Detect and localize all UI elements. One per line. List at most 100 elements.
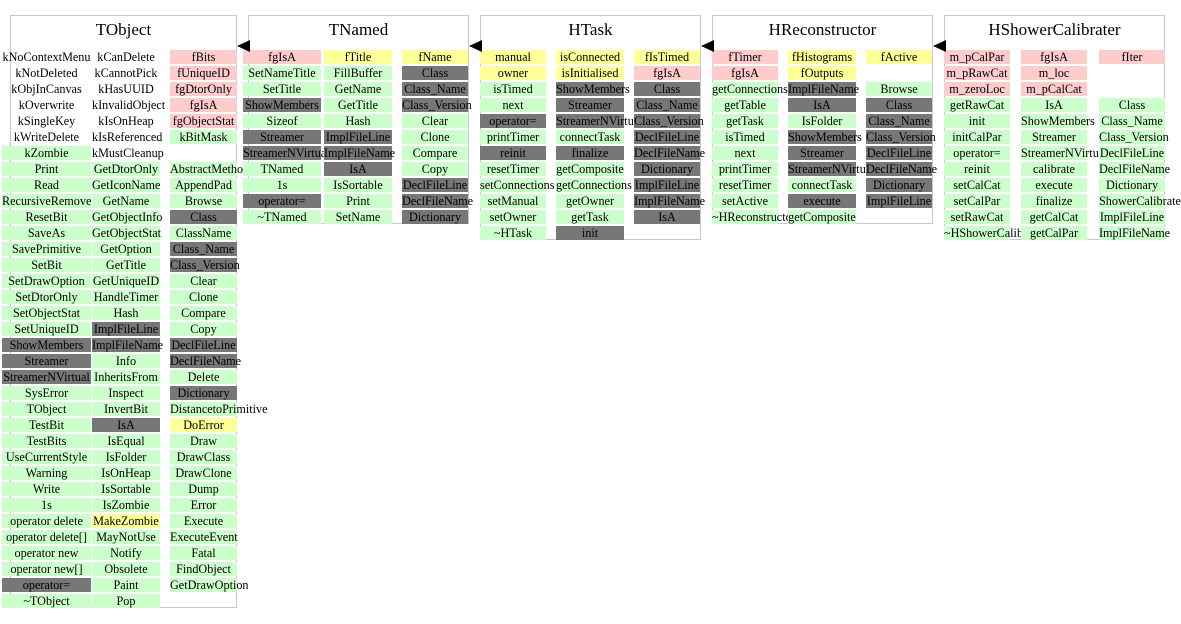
member-cell: kMustCleanup (92, 146, 164, 160)
member-cell: StreamerNVirtual (1021, 146, 1108, 160)
member-cell: Class (866, 98, 932, 112)
member-cell: IsZombie (92, 498, 160, 512)
member-cell: Dictionary (634, 162, 700, 176)
member-cell: operator= (480, 114, 546, 128)
member-cell: getComposite (788, 210, 856, 224)
member-cell: fgObjectStat (170, 114, 237, 128)
member-cell: Class_Name (170, 242, 237, 256)
member-cell: Class_Version (1099, 130, 1169, 144)
member-cell: fgIsA (170, 98, 237, 112)
member-cell: fOutputs (788, 66, 856, 80)
inheritance-arrow-icon (469, 40, 482, 52)
member-cell: getTable (712, 98, 778, 112)
member-cell: setConnections (480, 178, 555, 192)
member-cell: operator new (2, 546, 91, 560)
member-cell: Class_Name (866, 114, 932, 128)
member-cell: ImplFileName (1099, 226, 1171, 240)
member-cell: Dictionary (170, 386, 237, 400)
member-cell: UseCurrentStyle (2, 450, 91, 464)
member-cell: Clone (402, 130, 468, 144)
member-cell: Read (2, 178, 91, 192)
member-cell: ImplFileName (324, 146, 396, 160)
member-cell: Compare (170, 306, 237, 320)
member-cell: manual (480, 50, 546, 64)
member-cell: GetIconName (92, 178, 161, 192)
member-cell: DeclFileName (634, 146, 706, 160)
member-cell: fUniqueID (170, 66, 237, 80)
member-cell: connectTask (788, 178, 856, 192)
member-cell: operator= (243, 194, 321, 208)
member-cell: fName (402, 50, 468, 64)
inheritance-arrow-icon (237, 40, 250, 52)
member-cell: reinit (944, 162, 1010, 176)
member-cell: AppendPad (170, 178, 237, 192)
member-cell: Hash (324, 114, 392, 128)
member-cell: fIter (1099, 50, 1165, 64)
member-cell: MakeZombie (92, 514, 160, 528)
member-cell: StreamerNVirtual (788, 162, 875, 176)
member-cell: calibrate (1021, 162, 1087, 176)
member-cell: init (556, 226, 624, 240)
member-cell: ImplFileLine (92, 322, 160, 336)
member-cell: Streamer (2, 354, 91, 368)
member-cell: printTimer (712, 162, 778, 176)
member-cell: Notify (92, 546, 160, 560)
member-cell: fgIsA (243, 50, 321, 64)
member-cell: DeclFileName (170, 354, 242, 368)
member-cell: DistancetoPrimitive (170, 402, 268, 416)
member-cell: Draw (170, 434, 237, 448)
member-cell: kInvalidObject (92, 98, 166, 112)
member-cell: fHistograms (788, 50, 856, 64)
member-cell: Delete (170, 370, 237, 384)
member-cell: GetOption (92, 242, 160, 256)
member-cell: setActive (712, 194, 778, 208)
member-cell: operator= (944, 146, 1010, 160)
member-cell: Inspect (92, 386, 160, 400)
member-cell: ~HShowerCalibrater (944, 226, 1046, 240)
member-cell: kWriteDelete (13, 130, 80, 144)
member-cell: DrawClass (170, 450, 237, 464)
member-cell: m_pCalPar (944, 50, 1010, 64)
member-cell: kObjInCanvas (11, 82, 82, 96)
member-cell: kOverwrite (18, 98, 75, 112)
member-cell: Error (170, 498, 237, 512)
member-cell: Class_Version (866, 130, 936, 144)
member-cell: next (712, 146, 778, 160)
member-cell: Streamer (1021, 130, 1087, 144)
member-cell: IsA (92, 418, 160, 432)
member-cell: setOwner (480, 210, 546, 224)
member-cell: RecursiveRemove (2, 194, 92, 208)
member-cell: reinit (480, 146, 546, 160)
member-cell: Compare (402, 146, 468, 160)
member-cell: ~HReconstructor (712, 210, 796, 224)
member-cell: TObject (2, 402, 91, 416)
member-cell: ShowMembers (556, 82, 630, 96)
member-cell: IsA (634, 210, 700, 224)
member-cell: printTimer (480, 130, 546, 144)
member-cell: FillBuffer (324, 66, 392, 80)
member-cell: Browse (866, 82, 932, 96)
member-cell: m_loc (1021, 66, 1087, 80)
member-cell: Class (402, 66, 468, 80)
member-cell: kNotDeleted (15, 66, 78, 80)
member-cell: kZombie (2, 146, 91, 160)
member-cell: fIsTimed (634, 50, 700, 64)
member-cell: SysError (2, 386, 91, 400)
member-cell: StreamerNVirtual (556, 114, 643, 128)
member-cell: Dictionary (402, 210, 468, 224)
member-cell: ImplFileName (634, 194, 706, 208)
member-cell: getTask (556, 210, 624, 224)
member-cell: setRawCat (944, 210, 1010, 224)
member-cell: ~TNamed (243, 210, 321, 224)
member-cell: DeclFileName (402, 194, 474, 208)
member-cell: getCalPar (1021, 226, 1087, 240)
member-cell: setManual (480, 194, 546, 208)
member-cell: DrawClone (170, 466, 237, 480)
member-cell: GetDrawOption (170, 578, 249, 592)
member-cell: fgDtorOnly (170, 82, 237, 96)
member-cell: operator delete[] (2, 530, 91, 544)
member-cell: Dump (170, 482, 237, 496)
inheritance-arrow-icon (701, 40, 714, 52)
class-title-hreconstructor: HReconstructor (768, 20, 877, 39)
member-cell: operator new[] (2, 562, 91, 576)
